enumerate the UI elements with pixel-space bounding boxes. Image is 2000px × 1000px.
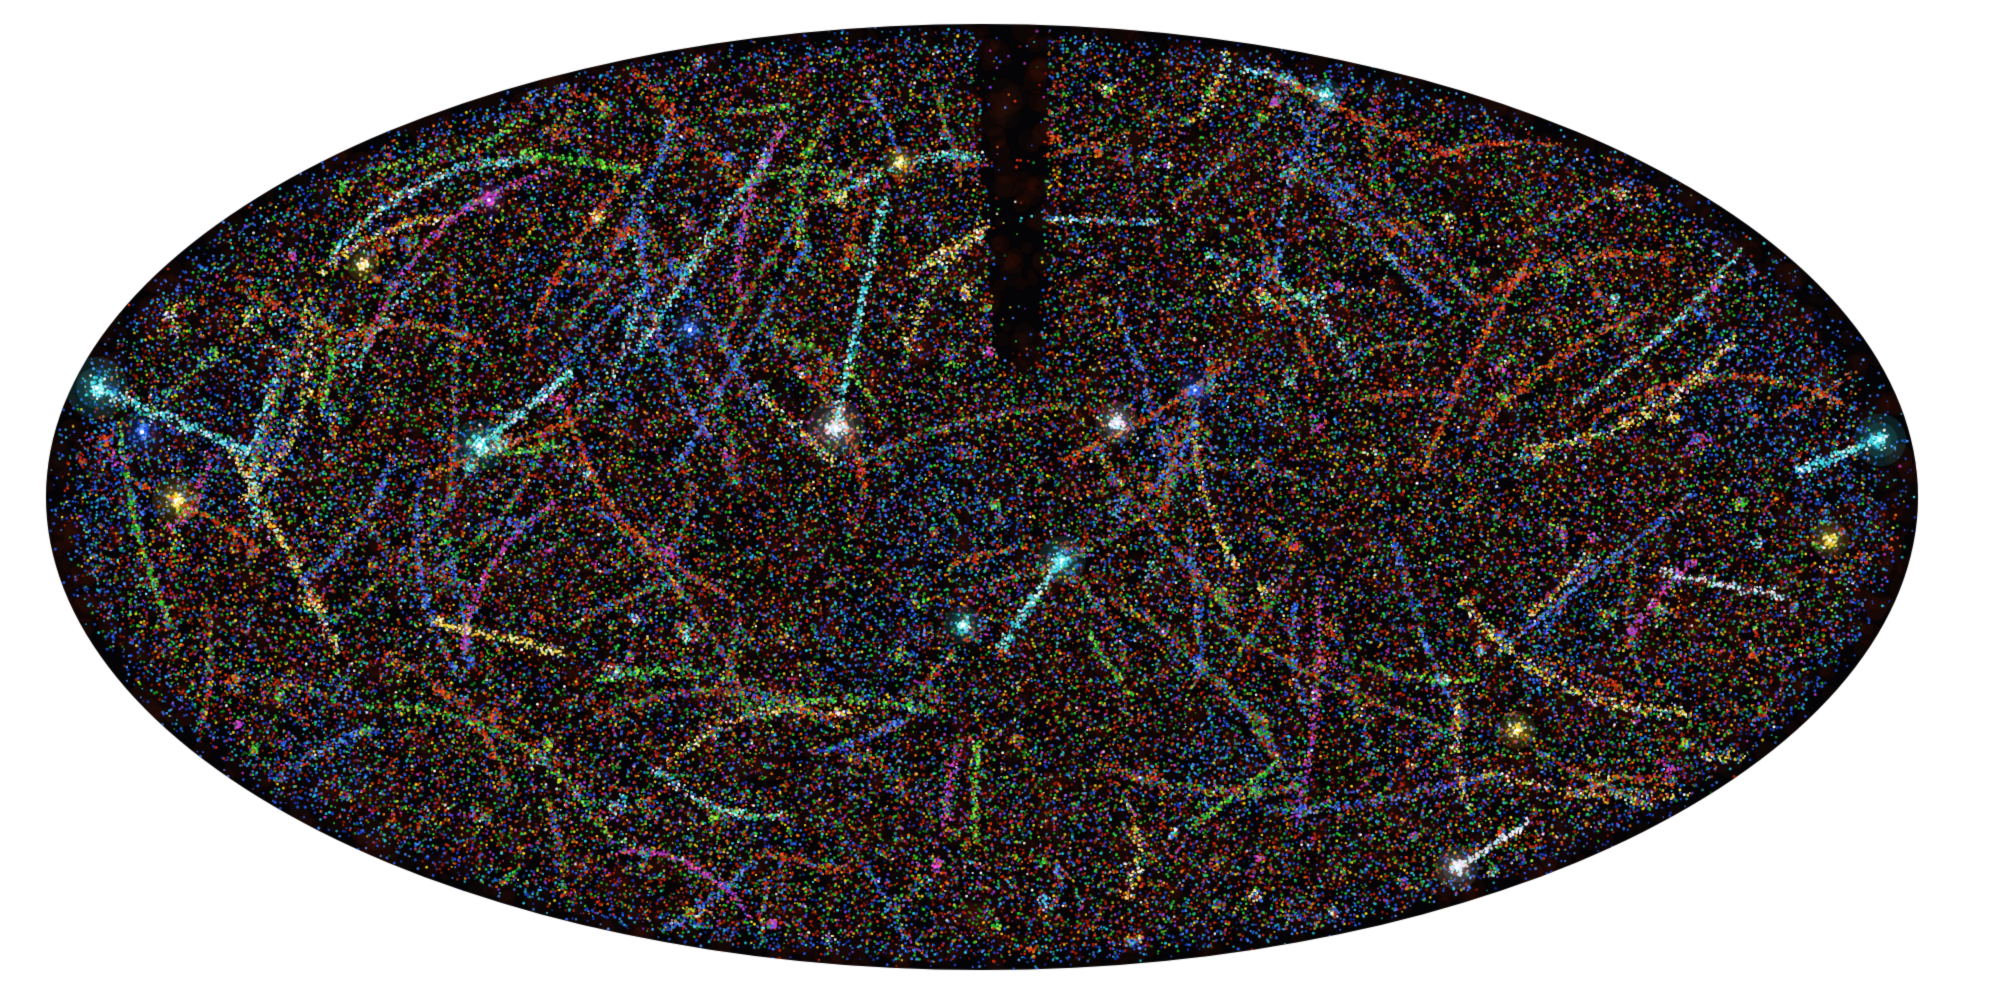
sky-map-stage bbox=[0, 0, 2000, 1000]
all-sky-galaxy-map-canvas bbox=[0, 0, 2000, 1000]
all-sky-map-figure bbox=[0, 0, 2000, 1000]
page: { "page": { "background_color": "#ffffff… bbox=[0, 0, 2000, 1000]
